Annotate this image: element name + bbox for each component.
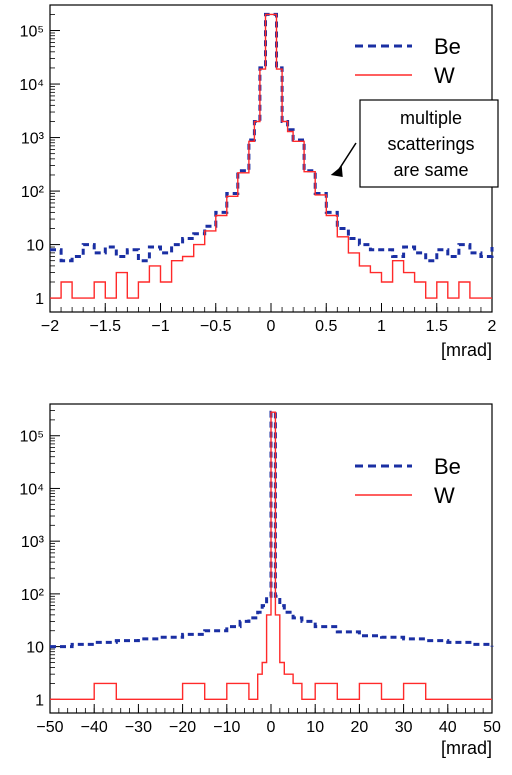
y-tick-label: 10⁵ bbox=[20, 24, 44, 41]
x-tick-label: 0.5 bbox=[315, 318, 337, 335]
x-tick-label: 40 bbox=[439, 719, 457, 736]
x-tick-label: −0.5 bbox=[200, 318, 232, 335]
chart-panel-2: −50 −40 −30 −20 −10 0 10 20 30 40 50 1 10 10² 10³ 10⁴ 10… bbox=[19, 403, 501, 758]
x-tick-label: −1 bbox=[151, 318, 169, 335]
y-tick-label: 1 bbox=[35, 692, 44, 709]
x-tick-label: 2 bbox=[488, 318, 497, 335]
annotation-text: are same bbox=[393, 160, 468, 180]
legend-label-w: W bbox=[434, 63, 455, 88]
y-tick-label: 10 bbox=[26, 640, 44, 657]
x-tick-label: 30 bbox=[395, 719, 413, 736]
annotation-text: multiple bbox=[400, 108, 462, 128]
y-tick-label: 10 bbox=[26, 238, 44, 255]
y-tick-label: 1 bbox=[35, 291, 44, 308]
y-tick-label: 10⁴ bbox=[19, 481, 44, 498]
legend-label-be: Be bbox=[434, 454, 461, 479]
legend-label-w: W bbox=[434, 483, 455, 508]
chart-panel-1: −2 −1.5 −1 −0.5 0 0.5 1 1.5 2 1 10 10² 10³ 10⁴ 10⁵ Be W [… bbox=[19, 4, 499, 360]
y-tick-label: 10² bbox=[21, 587, 45, 604]
x-tick-label: −10 bbox=[213, 719, 240, 736]
legend-label-be: Be bbox=[434, 34, 461, 59]
x-tick-label: −20 bbox=[169, 719, 196, 736]
x-tick-label: −50 bbox=[36, 719, 63, 736]
y-tick-label: 10⁴ bbox=[19, 77, 44, 94]
y-tick-label: 10³ bbox=[21, 131, 45, 148]
x-tick-label: 20 bbox=[351, 719, 369, 736]
y-tick-label: 10⁵ bbox=[20, 429, 44, 446]
x-tick-label: 0 bbox=[267, 318, 276, 335]
annotation-box bbox=[359, 99, 499, 188]
x-axis-unit-label: [mrad] bbox=[441, 738, 492, 758]
annotation-arrow-head bbox=[330, 165, 343, 177]
x-tick-label: −40 bbox=[81, 719, 108, 736]
y-tick-label: 10³ bbox=[21, 534, 45, 551]
x-tick-label: −30 bbox=[125, 719, 152, 736]
y-tick-label: 10² bbox=[21, 184, 45, 201]
annotation-text: scatterings bbox=[387, 134, 474, 154]
x-tick-label: 50 bbox=[483, 719, 501, 736]
x-tick-label: −1.5 bbox=[89, 318, 121, 335]
x-tick-label: 1 bbox=[377, 318, 386, 335]
series-line-w bbox=[50, 13, 492, 299]
x-tick-label: 0 bbox=[267, 719, 276, 736]
x-axis-unit-label: [mrad] bbox=[441, 340, 492, 360]
x-tick-label: −2 bbox=[41, 318, 59, 335]
x-tick-label: 10 bbox=[306, 719, 324, 736]
x-tick-label: 1.5 bbox=[426, 318, 448, 335]
series-line-w bbox=[50, 411, 492, 700]
